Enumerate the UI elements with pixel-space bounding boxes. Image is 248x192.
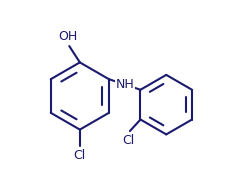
Text: NH: NH	[115, 78, 134, 91]
Text: Cl: Cl	[74, 149, 86, 162]
Text: Cl: Cl	[122, 134, 134, 147]
Text: OH: OH	[59, 30, 78, 43]
